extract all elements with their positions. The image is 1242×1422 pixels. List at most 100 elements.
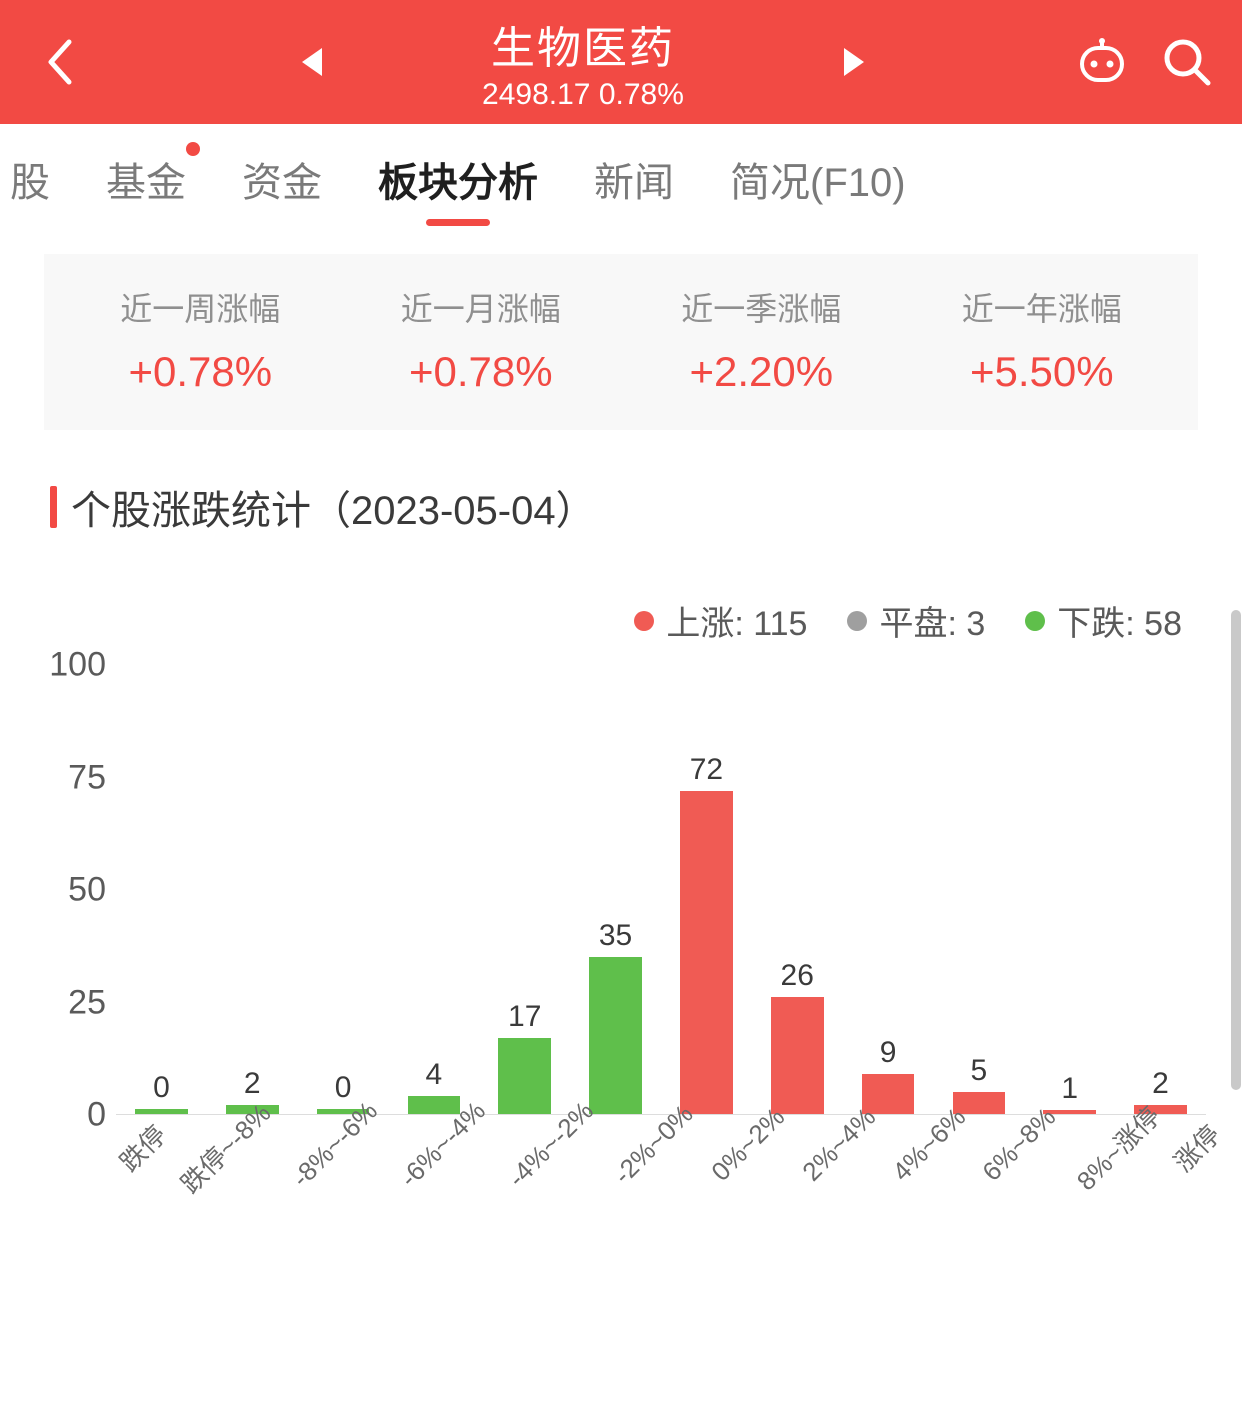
sector-title: 生物医药 <box>491 12 675 76</box>
tab-label: 简况(F10) <box>730 150 906 208</box>
section-title: 个股涨跌统计（2023-05-04） <box>71 478 596 536</box>
distribution-chart: 0255075100 0204173572269512 跌停跌停~-8%-8%~… <box>16 665 1226 1225</box>
bar-slot-1: 2 <box>207 665 298 1114</box>
x-label: -2%~0% <box>604 1115 703 1225</box>
bar-value-label: 2 <box>1152 1067 1169 1101</box>
tab-label: 股 <box>10 150 50 208</box>
bar-rect <box>680 791 733 1114</box>
tab-5[interactable]: 简况(F10) <box>702 124 934 234</box>
legend-item-0: 上涨: 115 <box>634 596 807 645</box>
assistant-button[interactable] <box>1076 38 1128 86</box>
legend-text: 下跌: 58 <box>1057 596 1182 645</box>
bar-rect <box>953 1092 1006 1114</box>
triangle-left-icon <box>298 46 326 78</box>
scrollbar-thumb[interactable] <box>1231 610 1241 1090</box>
stat-label: 近一年涨幅 <box>902 284 1183 330</box>
bar-value-label: 1 <box>1061 1072 1078 1106</box>
search-button[interactable] <box>1162 37 1212 87</box>
x-label: 跌停~-8% <box>168 1115 281 1225</box>
stat-label: 近一周涨幅 <box>60 284 341 330</box>
section-header: 个股涨跌统计（2023-05-04） <box>50 478 1242 536</box>
bar-rect <box>498 1038 551 1114</box>
bar-rect <box>135 1109 188 1114</box>
bar-value-label: 35 <box>599 919 632 953</box>
triangle-right-icon <box>840 46 868 78</box>
robot-icon <box>1076 38 1128 86</box>
stat-label: 近一月涨幅 <box>341 284 622 330</box>
tab-4[interactable]: 新闻 <box>566 124 702 234</box>
stat-3: 近一年涨幅 +5.50% <box>902 284 1183 396</box>
back-button[interactable] <box>30 32 90 92</box>
tab-0[interactable]: 股 <box>0 124 78 234</box>
tab-label: 资金 <box>242 150 322 208</box>
bar-value-label: 4 <box>426 1058 443 1092</box>
bar-value-label: 26 <box>781 959 814 993</box>
legend-item-1: 平盘: 3 <box>847 596 985 645</box>
y-axis: 0255075100 <box>16 665 116 1115</box>
bar-value-label: 9 <box>880 1036 897 1070</box>
y-tick: 75 <box>68 758 106 797</box>
x-label: 涨停 <box>1170 1115 1222 1225</box>
legend-dot <box>847 611 867 631</box>
x-label: 8%~涨停 <box>1065 1115 1170 1225</box>
legend-item-2: 下跌: 58 <box>1025 596 1182 645</box>
chart-legend: 上涨: 115 平盘: 3 下跌: 58 <box>0 596 1182 645</box>
bar-slot-10: 1 <box>1024 665 1115 1114</box>
stat-value: +0.78% <box>60 348 341 396</box>
bar-rect <box>771 997 824 1114</box>
app-header: 生物医药 2498.17 0.78% <box>0 0 1242 124</box>
bar-slot-4: 17 <box>479 665 570 1114</box>
search-icon <box>1162 37 1212 87</box>
stat-0: 近一周涨幅 +0.78% <box>60 284 341 396</box>
legend-text: 平盘: 3 <box>879 596 985 645</box>
stat-2: 近一季涨幅 +2.20% <box>621 284 902 396</box>
x-label: -6%~-4% <box>389 1115 497 1225</box>
bar-rect <box>589 957 642 1114</box>
y-tick: 25 <box>68 983 106 1022</box>
bar-slot-8: 9 <box>843 665 934 1114</box>
x-label: 4%~6% <box>884 1115 974 1225</box>
y-tick: 0 <box>87 1096 106 1135</box>
bar-value-label: 5 <box>971 1054 988 1088</box>
bar-slot-6: 72 <box>661 665 752 1114</box>
tab-3[interactable]: 板块分析 <box>350 124 566 234</box>
bar-rect <box>862 1074 915 1114</box>
x-label: 跌停 <box>116 1115 168 1225</box>
notification-dot <box>186 142 200 156</box>
sector-subtitle: 2498.17 0.78% <box>482 78 684 112</box>
stat-label: 近一季涨幅 <box>621 284 902 330</box>
bar-value-label: 0 <box>153 1071 170 1105</box>
tab-bar: 股基金资金板块分析新闻简况(F10) <box>0 124 1242 234</box>
stat-value: +2.20% <box>621 348 902 396</box>
bar-slot-0: 0 <box>116 665 207 1114</box>
header-center: 生物医药 2498.17 0.78% <box>342 12 823 112</box>
header-actions <box>1076 37 1212 87</box>
x-label: 6%~8% <box>974 1115 1064 1225</box>
x-axis-labels: 跌停跌停~-8%-8%~-6%-6%~-4%-4%~-2%-2%~0%0%~2%… <box>116 1115 1206 1225</box>
stat-value: +5.50% <box>902 348 1183 396</box>
x-label: -8%~-6% <box>281 1115 389 1225</box>
scrollbar-track[interactable] <box>1231 130 1241 1422</box>
bar-slot-5: 35 <box>570 665 661 1114</box>
legend-text: 上涨: 115 <box>666 596 807 645</box>
x-label: -4%~-2% <box>497 1115 605 1225</box>
x-label: 2%~4% <box>794 1115 884 1225</box>
next-sector-button[interactable] <box>824 32 884 92</box>
x-label: 0%~2% <box>703 1115 793 1225</box>
stat-value: +0.78% <box>341 348 622 396</box>
y-tick: 50 <box>68 871 106 910</box>
y-tick: 100 <box>49 646 106 685</box>
period-change-stats: 近一周涨幅+0.78%近一月涨幅+0.78%近一季涨幅+2.20%近一年涨幅+5… <box>44 254 1198 430</box>
bar-slot-9: 5 <box>933 665 1024 1114</box>
tab-label: 板块分析 <box>378 150 538 208</box>
tab-label: 基金 <box>106 150 186 208</box>
bar-value-label: 72 <box>690 753 723 787</box>
bar-slot-7: 26 <box>752 665 843 1114</box>
tab-label: 新闻 <box>594 150 674 208</box>
legend-dot <box>1025 611 1045 631</box>
tab-1[interactable]: 基金 <box>78 124 214 234</box>
prev-sector-button[interactable] <box>282 32 342 92</box>
chevron-left-icon <box>45 38 75 86</box>
bar-value-label: 0 <box>335 1071 352 1105</box>
tab-2[interactable]: 资金 <box>214 124 350 234</box>
